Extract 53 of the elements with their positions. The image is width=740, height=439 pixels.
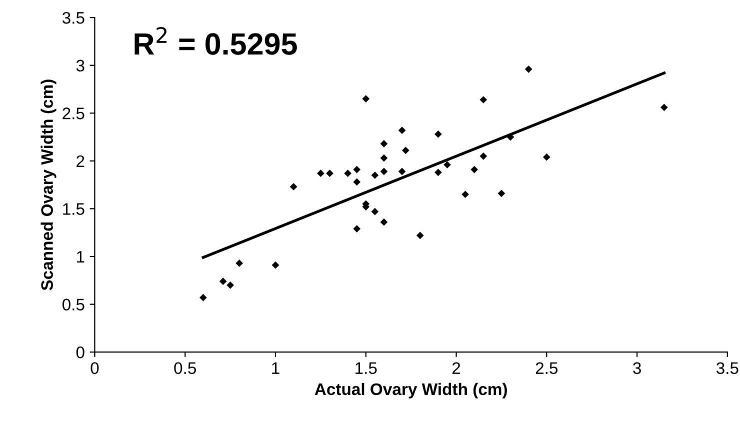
point bbox=[353, 178, 361, 186]
x-tick-label: 2 bbox=[452, 362, 460, 374]
point bbox=[398, 168, 406, 176]
point bbox=[480, 152, 488, 160]
point bbox=[371, 172, 379, 179]
point bbox=[362, 95, 370, 102]
point bbox=[434, 130, 442, 138]
x-tick-label: 2.5 bbox=[536, 362, 558, 374]
point bbox=[660, 104, 668, 112]
point bbox=[444, 161, 451, 168]
point bbox=[353, 166, 361, 174]
x-tick-label: 0.5 bbox=[174, 362, 196, 374]
point bbox=[402, 146, 410, 154]
y-tick-label: 3 bbox=[76, 60, 84, 72]
point bbox=[416, 232, 424, 240]
point bbox=[290, 183, 298, 190]
point bbox=[317, 170, 324, 178]
point bbox=[200, 294, 207, 302]
point bbox=[371, 208, 379, 216]
point bbox=[462, 190, 469, 198]
point bbox=[434, 168, 442, 176]
point bbox=[480, 96, 488, 104]
x-axis-title: Actual Ovary Width (cm) bbox=[314, 382, 507, 398]
point bbox=[226, 282, 234, 289]
point bbox=[398, 126, 406, 134]
x-tick-label: 0 bbox=[90, 362, 99, 374]
point bbox=[380, 154, 388, 162]
point bbox=[353, 225, 361, 232]
x-tick-label: 3 bbox=[633, 362, 641, 374]
point bbox=[236, 260, 244, 267]
x-tick-label: 1.5 bbox=[356, 362, 377, 374]
y-tick-label: 1.5 bbox=[63, 203, 84, 215]
y-tick-label: 0.5 bbox=[62, 298, 84, 310]
point bbox=[380, 168, 388, 176]
point bbox=[498, 190, 506, 198]
y-tick-label: 0 bbox=[76, 346, 84, 358]
point bbox=[542, 153, 550, 161]
y-axis-title: Scanned Ovary Width (cm) bbox=[40, 80, 56, 290]
x-tick-label: 3.5 bbox=[716, 362, 738, 374]
point bbox=[344, 170, 352, 178]
point bbox=[219, 278, 227, 286]
x-tick-label: 1 bbox=[272, 362, 280, 374]
y-tick-label: 2 bbox=[76, 155, 84, 167]
point bbox=[380, 140, 388, 148]
point bbox=[272, 261, 280, 269]
point bbox=[470, 166, 478, 174]
point bbox=[326, 170, 334, 178]
annotation: R$^{2}$ = 0.5295 bbox=[134, 26, 297, 55]
point bbox=[380, 218, 388, 226]
y-tick-label: 2.5 bbox=[62, 108, 84, 120]
point bbox=[524, 65, 532, 73]
y-tick-label: 1 bbox=[77, 251, 84, 263]
y-tick-label: 3.5 bbox=[62, 12, 84, 24]
